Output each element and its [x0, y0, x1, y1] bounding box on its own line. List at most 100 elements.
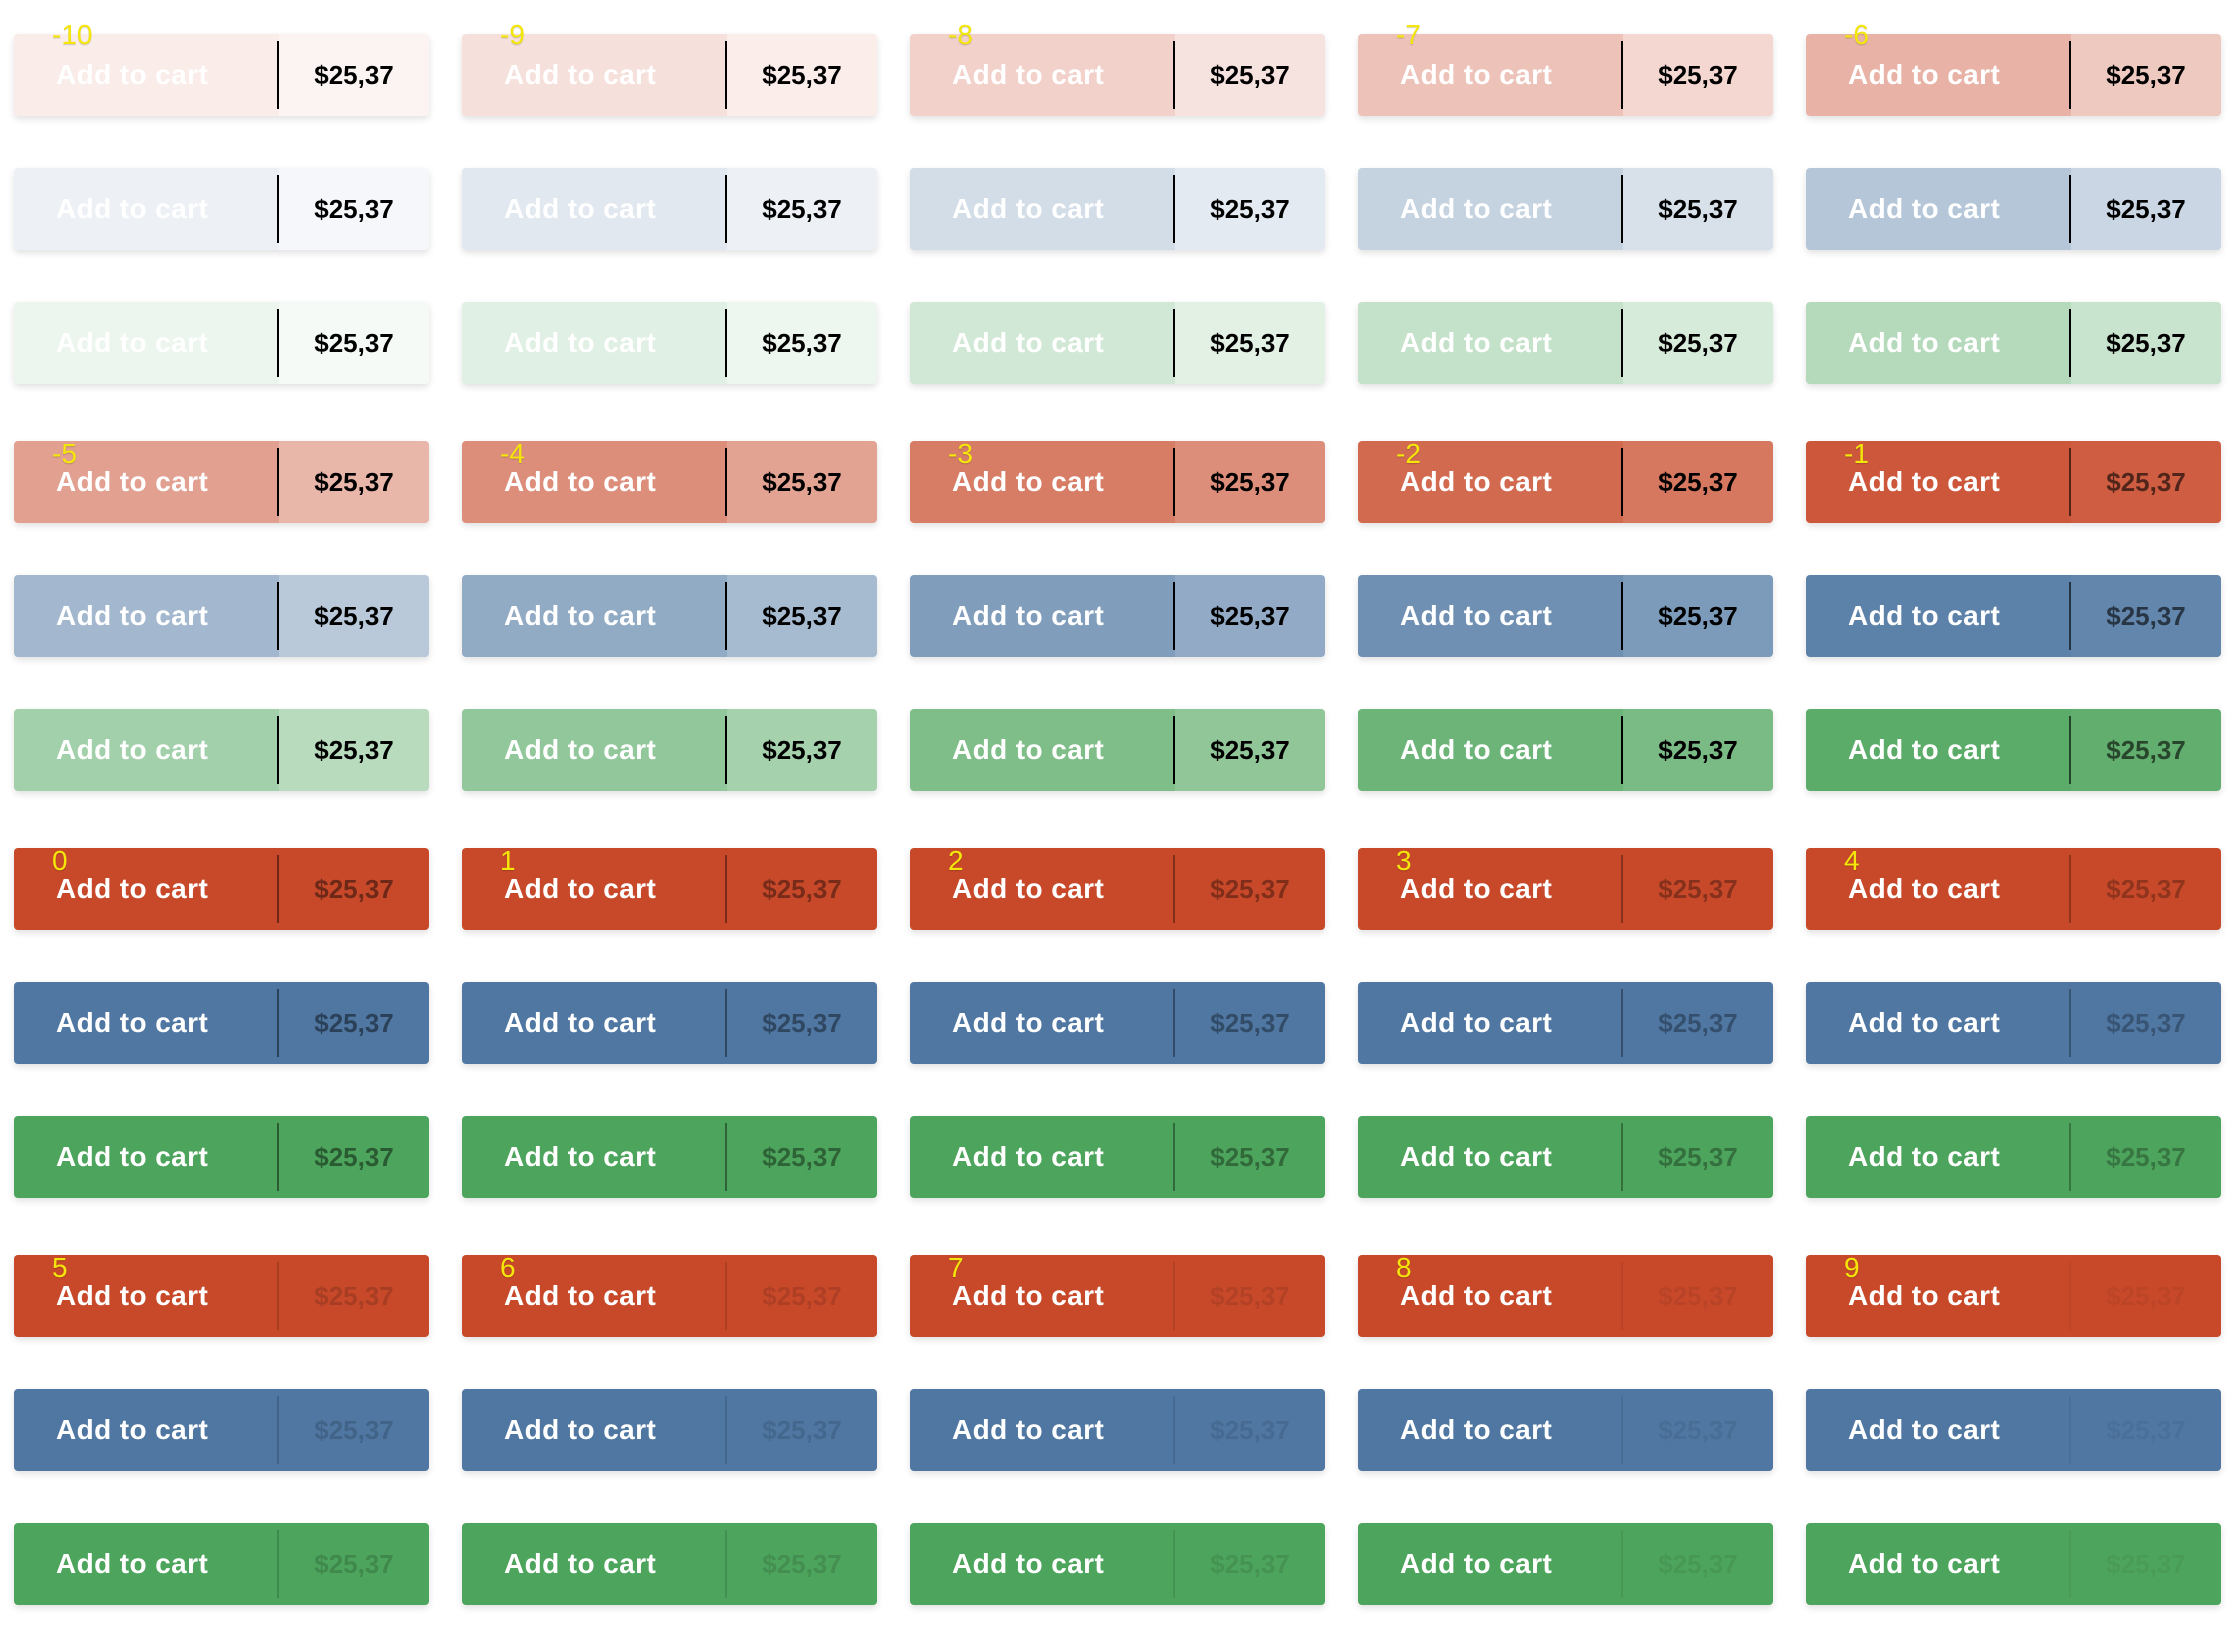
add-to-cart-button-green-step--6[interactable]: Add to cart $25,37 — [1806, 302, 2221, 384]
price-section: $25,37 — [1623, 168, 1773, 250]
add-to-cart-button-blue-step--8[interactable]: Add to cart $25,37 — [910, 168, 1325, 250]
add-to-cart-button-blue-step--6[interactable]: Add to cart $25,37 — [1806, 168, 2221, 250]
add-to-cart-button-red-step--8[interactable]: -8 Add to cart $25,37 — [910, 20, 1325, 116]
price-section: $25,37 — [727, 168, 877, 250]
add-to-cart-button-green-step-4[interactable]: Add to cart $25,37 — [1806, 1116, 2221, 1198]
add-to-cart-button-green-step-9[interactable]: Add to cart $25,37 — [1806, 1523, 2221, 1605]
add-to-cart-button-blue-step-0[interactable]: Add to cart $25,37 — [14, 982, 429, 1064]
add-to-cart-button-red-step-3[interactable]: 3 Add to cart $25,37 — [1358, 846, 1773, 930]
add-to-cart-button-red-step-2[interactable]: 2 Add to cart $25,37 — [910, 846, 1325, 930]
add-to-cart-button-green-step--3[interactable]: Add to cart $25,37 — [910, 709, 1325, 791]
price-section: $25,37 — [727, 848, 877, 930]
button-divider — [2069, 582, 2071, 650]
add-to-cart-button-green-step--2[interactable]: Add to cart $25,37 — [1358, 709, 1773, 791]
price-section: $25,37 — [2071, 575, 2221, 657]
add-to-cart-button-green-step--7[interactable]: Add to cart $25,37 — [1358, 302, 1773, 384]
add-to-cart-button-green-step-0[interactable]: Add to cart $25,37 — [14, 1116, 429, 1198]
add-to-cart-label: Add to cart — [1848, 1280, 2001, 1311]
add-to-cart-button-green-step--9[interactable]: Add to cart $25,37 — [462, 302, 877, 384]
add-to-cart-button-blue-step--9[interactable]: Add to cart $25,37 — [462, 168, 877, 250]
add-to-cart-button-red-step-4[interactable]: 4 Add to cart $25,37 — [1806, 846, 2221, 930]
add-to-cart-button-blue-step-2[interactable]: Add to cart $25,37 — [910, 982, 1325, 1064]
button-divider — [1621, 582, 1623, 650]
add-to-cart-button-green-step--1[interactable]: Add to cart $25,37 — [1806, 709, 2221, 791]
price-section: $25,37 — [1623, 575, 1773, 657]
add-to-cart-button-green-step-7[interactable]: Add to cart $25,37 — [910, 1523, 1325, 1605]
button-divider — [1173, 1123, 1175, 1191]
add-to-cart-label: Add to cart — [1400, 1548, 1553, 1579]
button-divider — [277, 855, 279, 923]
add-to-cart-button-blue-step-5[interactable]: Add to cart $25,37 — [14, 1389, 429, 1471]
add-to-cart-button-red-step--5[interactable]: -5 Add to cart $25,37 — [14, 439, 429, 523]
price-label: $25,37 — [2106, 600, 2186, 631]
add-to-cart-button-red-step-6[interactable]: 6 Add to cart $25,37 — [462, 1253, 877, 1337]
add-to-cart-button-blue-step-6[interactable]: Add to cart $25,37 — [462, 1389, 877, 1471]
price-label: $25,37 — [2106, 873, 2186, 904]
add-to-cart-label: Add to cart — [56, 1007, 209, 1038]
add-to-cart-button-green-step-8[interactable]: Add to cart $25,37 — [1358, 1523, 1773, 1605]
button-divider — [277, 582, 279, 650]
add-to-cart-button-red-step-8[interactable]: 8 Add to cart $25,37 — [1358, 1253, 1773, 1337]
add-to-cart-button-blue-step--1[interactable]: Add to cart $25,37 — [1806, 575, 2221, 657]
price-section: $25,37 — [1175, 1116, 1325, 1198]
button-divider — [2069, 1262, 2071, 1330]
price-label: $25,37 — [314, 1548, 394, 1579]
button-divider — [2069, 309, 2071, 377]
add-to-cart-button-red-step--10[interactable]: -10 Add to cart $25,37 — [14, 20, 429, 116]
add-to-cart-button-red-step-7[interactable]: 7 Add to cart $25,37 — [910, 1253, 1325, 1337]
add-to-cart-button-red-step--1[interactable]: -1 Add to cart $25,37 — [1806, 439, 2221, 523]
add-to-cart-button-red-step-1[interactable]: 1 Add to cart $25,37 — [462, 846, 877, 930]
add-to-cart-label: Add to cart — [1400, 873, 1553, 904]
add-to-cart-button-blue-step-3[interactable]: Add to cart $25,37 — [1358, 982, 1773, 1064]
add-to-cart-button-blue-step--4[interactable]: Add to cart $25,37 — [462, 575, 877, 657]
price-label: $25,37 — [1210, 734, 1290, 765]
add-to-cart-label: Add to cart — [1848, 1414, 2001, 1445]
button-divider — [1173, 1396, 1175, 1464]
add-to-cart-button-blue-step-1[interactable]: Add to cart $25,37 — [462, 982, 877, 1064]
add-to-cart-button-green-step-1[interactable]: Add to cart $25,37 — [462, 1116, 877, 1198]
add-to-cart-button-blue-step--10[interactable]: Add to cart $25,37 — [14, 168, 429, 250]
button-divider — [277, 1396, 279, 1464]
price-label: $25,37 — [1210, 1548, 1290, 1579]
add-to-cart-label: Add to cart — [1400, 193, 1553, 224]
add-to-cart-label: Add to cart — [1400, 466, 1553, 497]
step-label: -7 — [1396, 19, 1421, 50]
add-to-cart-button-green-step--10[interactable]: Add to cart $25,37 — [14, 302, 429, 384]
add-to-cart-button-blue-step--7[interactable]: Add to cart $25,37 — [1358, 168, 1773, 250]
add-to-cart-label: Add to cart — [1848, 1548, 2001, 1579]
add-to-cart-button-green-step--4[interactable]: Add to cart $25,37 — [462, 709, 877, 791]
add-to-cart-button-red-step-5[interactable]: 5 Add to cart $25,37 — [14, 1253, 429, 1337]
add-to-cart-button-blue-step-9[interactable]: Add to cart $25,37 — [1806, 1389, 2221, 1471]
price-section: $25,37 — [1175, 709, 1325, 791]
add-to-cart-button-green-step-6[interactable]: Add to cart $25,37 — [462, 1523, 877, 1605]
add-to-cart-button-blue-step-7[interactable]: Add to cart $25,37 — [910, 1389, 1325, 1471]
add-to-cart-button-blue-step--5[interactable]: Add to cart $25,37 — [14, 575, 429, 657]
button-divider — [1173, 582, 1175, 650]
add-to-cart-button-red-step--3[interactable]: -3 Add to cart $25,37 — [910, 439, 1325, 523]
price-label: $25,37 — [2106, 1548, 2186, 1579]
add-to-cart-button-blue-step--2[interactable]: Add to cart $25,37 — [1358, 575, 1773, 657]
add-to-cart-label: Add to cart — [504, 1280, 657, 1311]
price-label: $25,37 — [1658, 59, 1738, 90]
add-to-cart-button-green-step--8[interactable]: Add to cart $25,37 — [910, 302, 1325, 384]
price-label: $25,37 — [2106, 734, 2186, 765]
add-to-cart-button-green-step--5[interactable]: Add to cart $25,37 — [14, 709, 429, 791]
add-to-cart-button-red-step--7[interactable]: -7 Add to cart $25,37 — [1358, 20, 1773, 116]
add-to-cart-button-red-step-0[interactable]: 0 Add to cart $25,37 — [14, 846, 429, 930]
add-to-cart-button-green-step-3[interactable]: Add to cart $25,37 — [1358, 1116, 1773, 1198]
add-to-cart-button-red-step--2[interactable]: -2 Add to cart $25,37 — [1358, 439, 1773, 523]
add-to-cart-button-blue-step-8[interactable]: Add to cart $25,37 — [1358, 1389, 1773, 1471]
add-to-cart-label: Add to cart — [952, 1548, 1105, 1579]
price-section: $25,37 — [1623, 302, 1773, 384]
add-to-cart-button-red-step--6[interactable]: -6 Add to cart $25,37 — [1806, 20, 2221, 116]
add-to-cart-button-red-step-9[interactable]: 9 Add to cart $25,37 — [1806, 1253, 2221, 1337]
add-to-cart-button-green-step-2[interactable]: Add to cart $25,37 — [910, 1116, 1325, 1198]
price-label: $25,37 — [1210, 466, 1290, 497]
button-divider — [2069, 41, 2071, 109]
add-to-cart-button-red-step--9[interactable]: -9 Add to cart $25,37 — [462, 20, 877, 116]
price-section: $25,37 — [1175, 1389, 1325, 1471]
add-to-cart-button-blue-step-4[interactable]: Add to cart $25,37 — [1806, 982, 2221, 1064]
add-to-cart-button-green-step-5[interactable]: Add to cart $25,37 — [14, 1523, 429, 1605]
add-to-cart-button-blue-step--3[interactable]: Add to cart $25,37 — [910, 575, 1325, 657]
add-to-cart-button-red-step--4[interactable]: -4 Add to cart $25,37 — [462, 439, 877, 523]
